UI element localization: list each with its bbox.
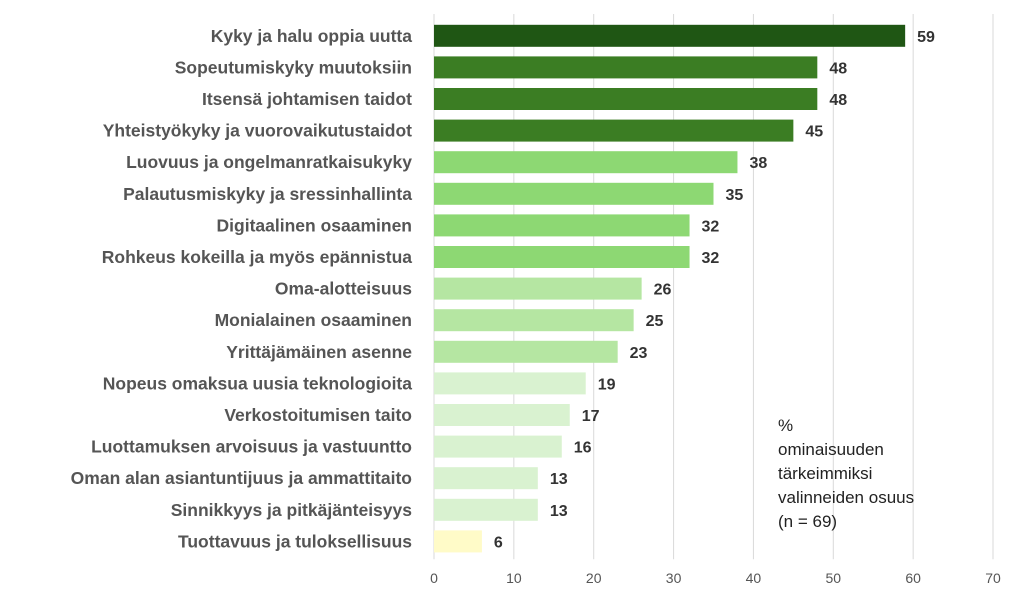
x-tick-label: 60 xyxy=(905,570,921,586)
data-label: 17 xyxy=(582,408,600,425)
x-tick-label: 10 xyxy=(506,570,522,586)
category-label: Yhteistyökyky ja vuorovaikutustaidot xyxy=(103,121,412,141)
category-label: Nopeus omaksua uusia teknologioita xyxy=(103,373,412,393)
bar xyxy=(434,435,562,458)
category-label: Kyky ja halu oppia uutta xyxy=(211,26,413,46)
bar xyxy=(434,119,794,142)
category-label: Sinnikkyys ja pitkäjänteisyys xyxy=(171,500,413,520)
data-label: 32 xyxy=(702,250,720,267)
data-label: 38 xyxy=(749,155,767,172)
data-label: 25 xyxy=(646,313,664,330)
data-label: 32 xyxy=(702,218,720,235)
bar xyxy=(434,182,714,205)
data-label: 45 xyxy=(805,124,823,141)
category-label: Palautusmiskyky ja sressinhallinta xyxy=(123,184,412,204)
category-label: Itsensä johtamisen taidot xyxy=(202,89,412,109)
bar xyxy=(434,498,538,521)
category-label: Sopeutumiskyky muutoksiin xyxy=(175,57,412,77)
category-label: Oma-alotteisuus xyxy=(275,279,412,299)
annotation-line: ominaisuuden xyxy=(778,440,884,459)
category-label: Tuottavuus ja tuloksellisuus xyxy=(178,531,412,551)
bar xyxy=(434,372,586,395)
category-label: Luottamuksen arvoisuus ja vastuuntto xyxy=(91,437,412,457)
chart-annotation: % ominaisuuden tärkeimmiksi valinneiden … xyxy=(778,414,914,534)
data-label: 19 xyxy=(598,376,616,393)
annotation-line: valinneiden osuus xyxy=(778,488,915,507)
x-tick-label: 0 xyxy=(430,570,438,586)
bar xyxy=(434,56,818,79)
x-tick-label: 30 xyxy=(666,570,682,586)
data-label: 13 xyxy=(550,503,568,520)
x-tick-label: 50 xyxy=(825,570,841,586)
bar xyxy=(434,340,618,363)
data-label: 23 xyxy=(630,345,648,362)
data-label: 13 xyxy=(550,471,568,488)
category-label: Oman alan asiantuntijuus ja ammattitaito xyxy=(71,468,412,488)
category-label: Verkostoitumisen taito xyxy=(224,405,412,425)
x-tick-label: 40 xyxy=(746,570,762,586)
bar xyxy=(434,309,634,332)
bar xyxy=(434,467,538,490)
category-label: Monialainen osaaminen xyxy=(215,310,412,330)
data-label: 48 xyxy=(829,92,847,109)
bar xyxy=(434,277,642,300)
bar xyxy=(434,404,570,426)
data-label: 16 xyxy=(574,440,592,457)
category-label: Rohkeus kokeilla ja myös epännistua xyxy=(102,247,413,267)
bar xyxy=(434,246,690,268)
bar xyxy=(434,530,482,553)
data-label: 26 xyxy=(654,282,672,299)
data-label: 59 xyxy=(917,29,935,46)
bar xyxy=(434,24,906,47)
data-label: 6 xyxy=(494,534,503,551)
annotation-line: % xyxy=(778,416,794,435)
annotation-line: (n = 69) xyxy=(778,512,838,531)
annotation-line: tärkeimmiksi xyxy=(778,464,873,483)
x-tick-label: 70 xyxy=(985,570,1001,586)
category-label: Yrittäjämäinen asenne xyxy=(226,342,412,362)
category-label: Luovuus ja ongelmanratkaisukyky xyxy=(126,152,412,172)
data-label: 35 xyxy=(726,187,744,204)
bar xyxy=(434,88,818,110)
data-label: 48 xyxy=(829,60,847,77)
x-tick-label: 20 xyxy=(586,570,602,586)
bar xyxy=(434,214,690,237)
bar xyxy=(434,151,738,174)
category-label: Digitaalinen osaaminen xyxy=(217,215,412,235)
